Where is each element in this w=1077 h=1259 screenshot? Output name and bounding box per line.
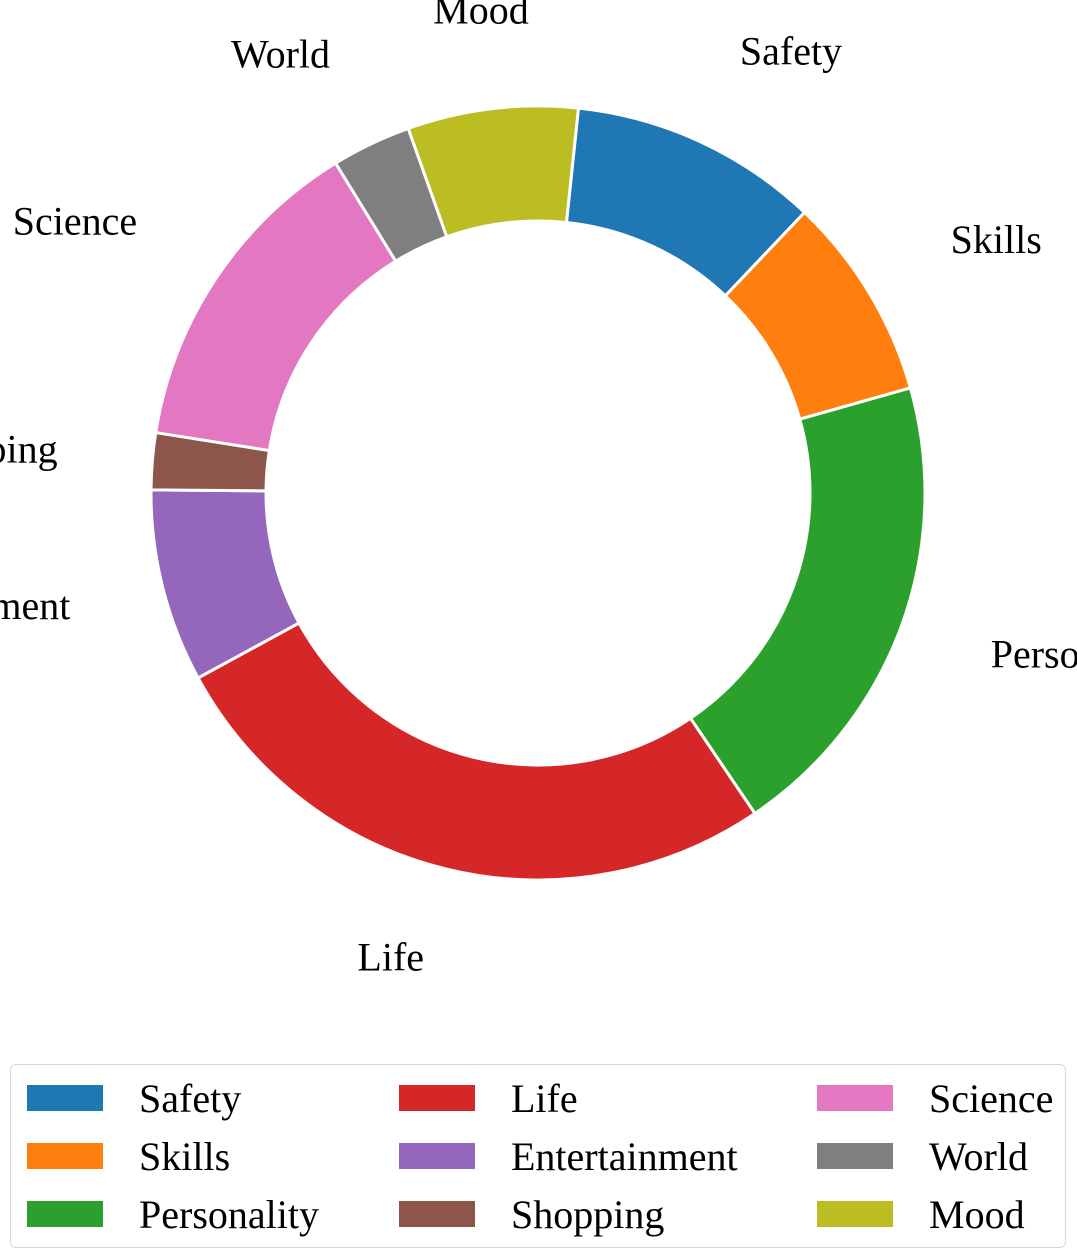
legend-label: Shopping — [511, 1191, 665, 1237]
legend-swatch — [399, 1085, 475, 1111]
slice-life — [196, 620, 758, 882]
legend-label: Life — [511, 1075, 578, 1121]
legend-swatch — [27, 1143, 103, 1169]
slice-label-shopping: Shopping — [0, 427, 58, 472]
slice-mood — [406, 104, 581, 239]
donut-chart: Safety Skills Personality Life Entertainment… — [0, 0, 1077, 980]
legend-label: Entertainment — [511, 1133, 738, 1179]
slice-label-science: Science — [13, 199, 137, 244]
legend: Safety Skills Personality Life Entertainment… — [10, 1064, 1066, 1248]
legend-item-mood: Mood — [817, 1192, 1025, 1237]
legend-item-science: Science — [817, 1076, 1053, 1121]
legend-label: Skills — [139, 1133, 231, 1179]
slices-group — [149, 104, 927, 882]
slice-label-personality: Personality — [991, 632, 1077, 677]
legend-item-entertainment: Entertainment — [399, 1134, 738, 1179]
legend-label: Science — [929, 1075, 1054, 1121]
legend-swatch — [817, 1085, 893, 1111]
labels-group: Safety Skills Personality Life Entertainment… — [0, 0, 1077, 980]
slice-label-skills: Skills — [951, 217, 1042, 262]
legend-item-personality: Personality — [27, 1192, 319, 1237]
legend-swatch — [27, 1085, 103, 1111]
slice-label-safety: Safety — [740, 29, 842, 74]
legend-label: Personality — [139, 1191, 319, 1237]
legend-swatch — [817, 1201, 893, 1227]
slice-label-entertainment: Entertainment — [0, 583, 70, 628]
legend-label: Safety — [139, 1075, 242, 1121]
legend-item-safety: Safety — [27, 1076, 241, 1121]
slice-label-mood: Mood — [433, 0, 529, 33]
legend-label: World — [929, 1133, 1028, 1179]
legend-swatch — [399, 1143, 475, 1169]
slice-label-world: World — [231, 31, 330, 76]
slice-personality — [688, 386, 927, 816]
legend-item-shopping: Shopping — [399, 1192, 664, 1237]
legend-item-life: Life — [399, 1076, 578, 1121]
slice-science — [154, 161, 398, 453]
legend-item-world: World — [817, 1134, 1028, 1179]
legend-swatch — [27, 1201, 103, 1227]
legend-swatch — [399, 1201, 475, 1227]
slice-label-life: Life — [357, 935, 424, 980]
legend-label: Mood — [929, 1191, 1025, 1237]
legend-item-skills: Skills — [27, 1134, 230, 1179]
legend-swatch — [817, 1143, 893, 1169]
